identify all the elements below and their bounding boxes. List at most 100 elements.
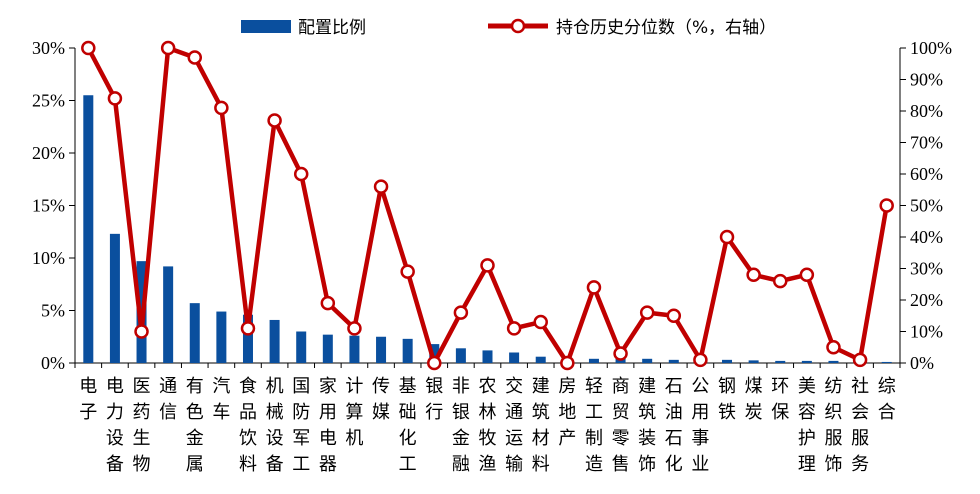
category-label: 机械设备 [266, 376, 284, 475]
bar [349, 335, 360, 363]
line-marker [240, 321, 256, 336]
category-label: 汽车 [212, 376, 230, 423]
bar [509, 352, 520, 363]
y-right-tick-label: 100% [910, 38, 952, 58]
bar [775, 360, 786, 363]
bar [242, 314, 253, 363]
y-left-tick-label: 25% [32, 91, 65, 111]
category-label: 商贸零售 [612, 376, 630, 475]
category-label: 煤炭 [745, 376, 763, 423]
category-label: 传媒 [372, 376, 390, 423]
line-marker [506, 321, 522, 336]
bar [455, 348, 466, 363]
line-marker [826, 340, 841, 355]
line-marker [639, 305, 655, 320]
line-marker [533, 314, 548, 330]
bar [642, 358, 653, 363]
bar [83, 95, 94, 363]
line-marker [453, 305, 469, 320]
category-label: 纺织服饰 [824, 376, 842, 475]
bar [668, 359, 679, 363]
line-marker [772, 273, 788, 289]
category-label: 钢铁 [718, 376, 736, 423]
category-label: 银行 [425, 376, 443, 423]
y-left-tick-label: 15% [32, 196, 65, 216]
category-label: 交通运输 [505, 376, 523, 475]
line-marker [187, 50, 203, 65]
line-marker [560, 355, 575, 371]
bar [429, 344, 440, 363]
y-right-tick-label: 50% [910, 196, 943, 216]
line-marker [480, 258, 495, 273]
y-right-tick-label: 40% [910, 227, 943, 247]
bar [376, 336, 387, 363]
bar [535, 356, 546, 363]
line-marker [134, 324, 149, 339]
category-label: 有色金属 [186, 376, 204, 475]
line-series [81, 40, 894, 371]
bar [109, 233, 120, 363]
legend-label-line: 持仓历史分位数（%，右轴） [556, 18, 776, 38]
category-label: 综合 [878, 376, 896, 423]
category-label: 电子 [79, 376, 97, 423]
y-left-tick-label: 5% [41, 301, 65, 321]
category-label: 非银金融 [452, 376, 470, 475]
bar [296, 331, 307, 363]
line-marker [160, 40, 176, 56]
category-label: 基础化工 [399, 376, 417, 475]
bar [402, 338, 413, 363]
line-marker [746, 267, 761, 283]
bar [482, 350, 493, 363]
series-line [86, 45, 889, 366]
y-right-tick-label: 10% [910, 322, 943, 342]
category-label: 美容护理 [798, 376, 816, 475]
legend-swatch-bar [241, 20, 291, 33]
category-label: 计算机 [345, 376, 363, 449]
category-label: 家用电器 [319, 376, 337, 475]
y-right-tick-label: 90% [910, 70, 943, 90]
y-right-tick-label: 20% [910, 290, 943, 310]
category-label: 国防军工 [292, 376, 310, 475]
category-label: 医药生物 [133, 376, 151, 475]
y-right-tick-label: 30% [910, 259, 943, 279]
line-marker [267, 113, 282, 128]
category-label: 建筑材料 [532, 376, 550, 475]
bar [322, 334, 333, 363]
category-label: 农林牧渔 [479, 376, 497, 475]
category-label: 通信 [159, 376, 177, 423]
bar [216, 311, 227, 363]
bar-series [83, 95, 892, 363]
y-right-tick-label: 80% [910, 101, 943, 121]
category-label: 社会服务 [851, 376, 869, 475]
legend: 配置比例 持仓历史分位数（%，右轴） [241, 18, 776, 38]
bar [588, 358, 599, 363]
legend-label-bar: 配置比例 [298, 18, 366, 38]
line-marker [693, 352, 708, 368]
bar [801, 360, 812, 363]
line-marker [107, 91, 123, 106]
line-marker [852, 352, 868, 368]
line-marker [613, 346, 628, 361]
y-right-tick-label: 60% [910, 164, 943, 184]
line-marker [400, 264, 415, 279]
line-marker [719, 229, 735, 245]
y-right-tick-label: 0% [910, 353, 934, 373]
category-label: 环保 [771, 376, 789, 423]
bar [269, 319, 280, 363]
y-left-tick-label: 20% [32, 143, 65, 163]
line-marker [214, 100, 229, 116]
category-label: 房地产 [558, 376, 576, 449]
category-label: 公用事业 [691, 376, 709, 475]
y-left-tick-label: 0% [41, 353, 65, 373]
line-marker [427, 355, 442, 371]
y-left-tick-label: 30% [32, 38, 65, 58]
category-label: 电力设备 [106, 376, 124, 475]
bar [828, 360, 839, 363]
bar [881, 361, 892, 363]
legend-swatch-marker [510, 18, 526, 34]
line-marker [373, 179, 389, 194]
bar [163, 266, 174, 363]
y-left-tick-label: 10% [32, 248, 65, 268]
line-marker [799, 267, 815, 283]
